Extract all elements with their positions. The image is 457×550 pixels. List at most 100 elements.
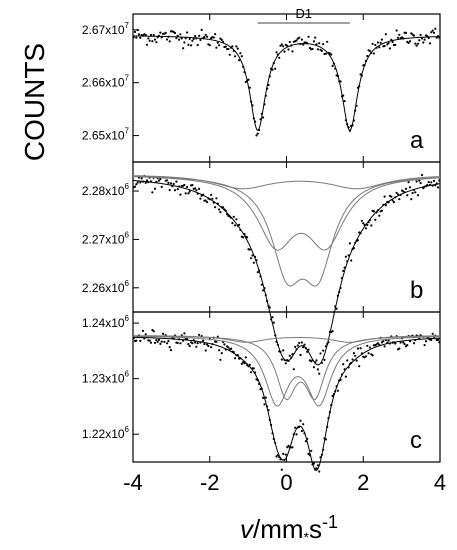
data-point (408, 186, 412, 189)
data-point (187, 343, 190, 346)
data-point (420, 37, 424, 40)
data-point (336, 389, 339, 392)
data-point (383, 345, 386, 348)
data-point (316, 464, 319, 467)
data-point (140, 177, 143, 180)
data-point (342, 269, 345, 272)
data-point (206, 35, 209, 38)
data-point (292, 368, 295, 371)
data-point (387, 41, 390, 45)
data-point (368, 49, 371, 53)
data-point (351, 358, 354, 361)
data-point (157, 179, 161, 182)
data-point (331, 330, 334, 333)
data-point (287, 444, 290, 447)
data-point (250, 371, 253, 374)
data-point (153, 341, 157, 344)
data-point (402, 341, 405, 344)
data-point (372, 210, 375, 213)
data-point (144, 33, 147, 37)
data-point (153, 38, 157, 41)
data-point (326, 40, 329, 43)
data-point (256, 271, 259, 274)
data-point (169, 349, 173, 352)
data-point (362, 222, 365, 225)
data-point (418, 179, 421, 182)
data-point (204, 33, 207, 36)
y-tick-mantissa: 2.67x10 (82, 23, 125, 37)
data-point (318, 470, 321, 473)
data-point (315, 359, 318, 362)
data-point (256, 132, 259, 135)
data-point (280, 358, 283, 361)
data-point (416, 42, 420, 45)
data-point (320, 49, 323, 53)
data-point (284, 453, 287, 456)
data-point (145, 43, 149, 46)
data-point (296, 344, 299, 347)
data-point (314, 36, 317, 39)
y-tick-exponent: 7 (125, 127, 130, 136)
data-point (307, 452, 310, 455)
data-point (262, 396, 265, 399)
data-point (430, 181, 433, 184)
data-point (280, 43, 283, 46)
data-point (331, 394, 334, 398)
data-point (294, 426, 297, 429)
y-tick-mantissa: 2.27x10 (82, 232, 125, 246)
data-point (135, 339, 138, 342)
data-point (152, 33, 155, 37)
data-point (173, 31, 177, 35)
data-point (199, 38, 202, 42)
data-point (342, 363, 345, 366)
y-tick-label: 2.67x107 (82, 21, 130, 37)
data-point (300, 429, 303, 433)
data-point (374, 43, 377, 47)
fit-line (133, 336, 441, 471)
data-point (422, 187, 425, 190)
data-point (399, 341, 402, 344)
data-point (190, 44, 193, 47)
data-point (294, 345, 297, 348)
data-point (176, 34, 179, 37)
data-point (168, 40, 171, 43)
data-point (235, 218, 238, 221)
y-tick-label: 2.65x107 (82, 127, 130, 143)
data-point (195, 345, 198, 348)
data-point (404, 187, 408, 190)
y-tick-label: 1.22x106 (82, 425, 130, 441)
data-point (218, 208, 221, 211)
data-point (203, 35, 206, 39)
data-point (210, 193, 213, 196)
data-point (210, 346, 213, 349)
data-point (376, 41, 379, 44)
data-point (424, 340, 428, 343)
data-point (148, 339, 151, 342)
data-point (157, 338, 161, 341)
data-point (219, 210, 222, 214)
y-tick-exponent: 6 (125, 425, 130, 434)
data-point (407, 41, 410, 45)
data-point (300, 341, 303, 344)
data-point (214, 33, 217, 36)
data-point (411, 191, 414, 195)
data-point (238, 59, 241, 62)
data-point (198, 333, 201, 336)
data-point (366, 344, 369, 347)
x-axis-label-italic: v (240, 514, 255, 544)
data-point (203, 342, 206, 346)
data-point (395, 191, 398, 194)
data-point (133, 30, 137, 33)
data-point (165, 179, 169, 182)
data-point (182, 47, 185, 50)
data-point (188, 345, 191, 348)
data-point (387, 339, 390, 342)
x-axis-label: v/mm*s-1 (240, 512, 338, 545)
data-point (284, 362, 287, 365)
data-point (231, 45, 234, 48)
data-point (330, 53, 333, 56)
data-point (183, 332, 186, 335)
data-point (223, 343, 226, 346)
data-point (176, 341, 179, 345)
